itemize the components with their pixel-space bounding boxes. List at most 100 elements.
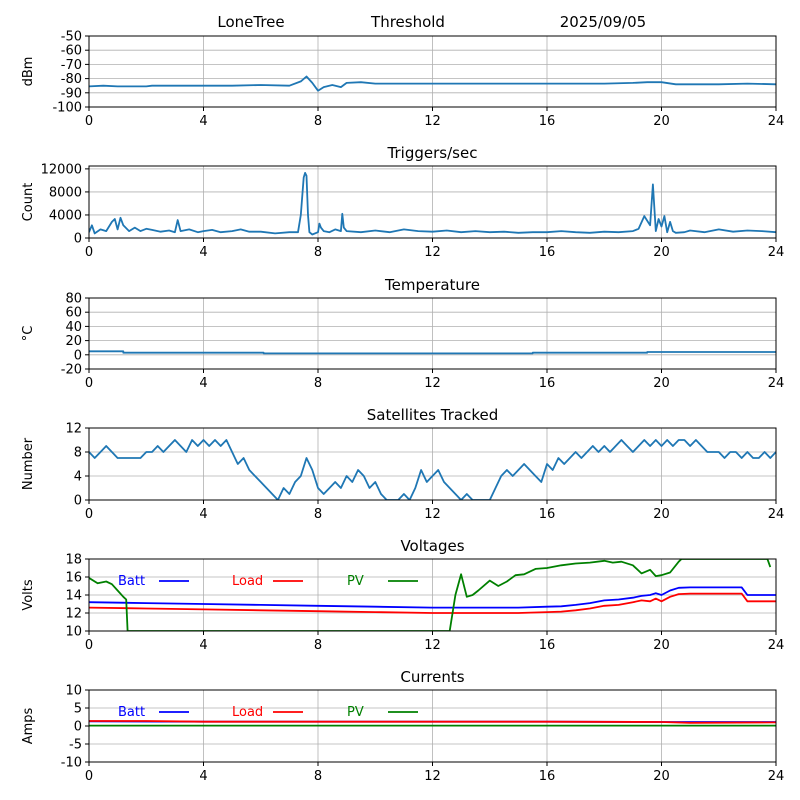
chart-title: Triggers/sec — [387, 144, 478, 162]
series-line-load — [89, 592, 776, 614]
x-tick-label: 0 — [85, 638, 93, 653]
legend-label-load: Load — [232, 574, 263, 589]
y-tick-label: -100 — [52, 101, 82, 116]
x-tick-label: 4 — [199, 769, 207, 784]
x-tick-label: 24 — [768, 769, 785, 784]
x-tick-label: 24 — [768, 245, 785, 260]
x-tick-label: 16 — [539, 769, 556, 784]
y-tick-label: 0 — [74, 232, 82, 247]
series-group — [89, 720, 776, 727]
series-line-pv — [89, 559, 772, 631]
x-tick-label: 0 — [85, 245, 93, 260]
x-tick-label: 8 — [314, 769, 322, 784]
y-tick-label: 10 — [65, 625, 82, 640]
x-tick-label: 16 — [539, 507, 556, 522]
y-tick-label: 14 — [65, 589, 82, 604]
x-tick-label: 16 — [539, 638, 556, 653]
x-tick-label: 20 — [653, 638, 670, 653]
y-tick-label: 4 — [74, 470, 82, 485]
series-line-1 — [89, 350, 776, 355]
y-axis-label: Number — [21, 437, 36, 490]
y-tick-label: 12 — [65, 607, 82, 622]
series-group — [89, 171, 776, 236]
y-tick-label: -60 — [61, 44, 82, 59]
x-tick-label: 20 — [653, 245, 670, 260]
legend-label-batt: Batt — [118, 705, 145, 720]
header-station: LoneTree — [217, 13, 284, 31]
series-line-1 — [89, 171, 776, 236]
chart-title: Satellites Tracked — [367, 406, 498, 424]
y-axis-label: Amps — [21, 707, 36, 744]
x-tick-label: 8 — [314, 507, 322, 522]
x-tick-label: 24 — [768, 638, 785, 653]
legend-label-pv: PV — [347, 574, 364, 589]
x-tick-label: 16 — [539, 376, 556, 391]
chart-panel-5: 0 4 8 12 16 20 24 10 12 14 16 18 Voltages Volts Batt Lo… — [21, 537, 784, 653]
y-tick-label: -10 — [61, 756, 82, 771]
y-tick-label: -90 — [61, 86, 82, 101]
legend-label-pv: PV — [347, 705, 364, 720]
x-tick-label: 16 — [539, 114, 556, 129]
x-tick-label: 24 — [768, 507, 785, 522]
y-tick-label: 0 — [74, 494, 82, 509]
y-tick-label: -50 — [61, 30, 82, 45]
x-tick-label: 0 — [85, 507, 93, 522]
chart-title: Currents — [400, 668, 464, 686]
chart-title: Temperature — [384, 276, 480, 294]
series-line-1 — [89, 439, 776, 500]
x-tick-label: 12 — [424, 638, 441, 653]
x-tick-label: 4 — [199, 114, 207, 129]
series-group — [89, 439, 776, 500]
x-tick-label: 12 — [424, 114, 441, 129]
x-tick-label: 0 — [85, 769, 93, 784]
y-tick-label: 20 — [65, 334, 82, 349]
y-tick-label: 0 — [74, 348, 82, 363]
y-tick-label: 10 — [65, 684, 82, 699]
x-tick-label: 8 — [314, 245, 322, 260]
series-line-batt — [89, 586, 776, 609]
x-tick-label: 8 — [314, 376, 322, 391]
y-tick-label: 8 — [74, 446, 82, 461]
series-group — [89, 559, 776, 631]
y-tick-label: 0 — [74, 720, 82, 735]
series-line-load — [89, 720, 776, 724]
x-tick-label: 16 — [539, 245, 556, 260]
y-tick-label: -80 — [61, 72, 82, 87]
x-tick-label: 0 — [85, 376, 93, 391]
legend-label-load: Load — [232, 705, 263, 720]
y-tick-label: 12 — [65, 422, 82, 437]
y-tick-label: 80 — [65, 292, 82, 307]
y-tick-label: 18 — [65, 553, 82, 568]
series-group — [89, 75, 776, 92]
y-tick-label: 4000 — [49, 208, 82, 223]
y-tick-label: 12000 — [41, 162, 82, 177]
x-tick-label: 20 — [653, 376, 670, 391]
x-tick-label: 4 — [199, 245, 207, 260]
x-tick-label: 12 — [424, 376, 441, 391]
y-axis-label: dBm — [21, 57, 36, 87]
y-axis-label: Count — [21, 183, 36, 222]
y-tick-label: -70 — [61, 58, 82, 73]
chart-panel-4: 0 4 8 12 16 20 24 0 4 8 12 Satellites Tracked Number — [21, 406, 784, 522]
y-tick-label: 16 — [65, 571, 82, 586]
legend-label-batt: Batt — [118, 574, 145, 589]
x-tick-label: 0 — [85, 114, 93, 129]
x-tick-label: 12 — [424, 769, 441, 784]
chart-title: Voltages — [400, 537, 464, 555]
x-tick-label: 20 — [653, 114, 670, 129]
y-tick-label: -20 — [61, 363, 82, 378]
y-tick-label: 60 — [65, 306, 82, 321]
y-axis-label: °C — [21, 326, 36, 342]
y-tick-label: 5 — [74, 702, 82, 717]
x-tick-label: 24 — [768, 114, 785, 129]
chart-panel-6: 0 4 8 12 16 20 24 -10 -5 0 5 10 Currents Amps Batt Load… — [21, 668, 784, 784]
x-tick-label: 4 — [199, 507, 207, 522]
x-tick-label: 20 — [653, 769, 670, 784]
series-group — [89, 350, 776, 355]
y-axis-label: Volts — [21, 579, 36, 611]
series-line-1 — [89, 75, 776, 92]
x-tick-label: 4 — [199, 376, 207, 391]
x-tick-label: 8 — [314, 114, 322, 129]
